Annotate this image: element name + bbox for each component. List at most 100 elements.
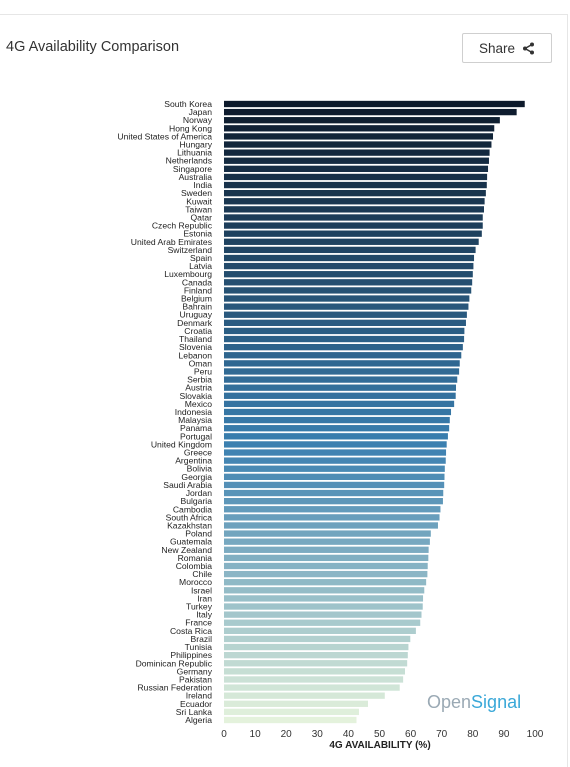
bar[interactable] — [224, 287, 472, 294]
category-label: Netherlands — [166, 156, 212, 166]
category-label: Germany — [177, 666, 213, 676]
bar[interactable] — [224, 514, 440, 521]
category-label: Dominican Republic — [136, 658, 213, 668]
category-label: Bahrain — [182, 302, 212, 312]
bar[interactable] — [224, 108, 517, 116]
bar[interactable] — [224, 392, 456, 399]
bar[interactable] — [224, 627, 416, 634]
bar[interactable] — [224, 400, 455, 408]
category-label: Lithuania — [177, 148, 212, 158]
bar[interactable] — [224, 408, 452, 416]
bar[interactable] — [224, 368, 460, 375]
category-label: Saudi Arabia — [163, 480, 212, 490]
bar[interactable] — [224, 652, 408, 659]
bar[interactable] — [224, 457, 446, 464]
bar[interactable] — [224, 181, 487, 189]
bar[interactable] — [224, 246, 476, 254]
bar[interactable] — [224, 295, 470, 302]
bar[interactable] — [224, 595, 424, 602]
category-label: United Kingdom — [151, 439, 212, 449]
bar[interactable] — [224, 587, 425, 594]
bar[interactable] — [224, 344, 463, 351]
bar[interactable] — [224, 554, 429, 562]
category-label: Taiwan — [185, 204, 212, 214]
bar[interactable] — [224, 660, 408, 667]
bar[interactable] — [224, 716, 357, 724]
category-label: Luxembourg — [164, 269, 212, 279]
bar[interactable] — [224, 238, 479, 245]
bar[interactable] — [224, 254, 475, 262]
bar[interactable] — [224, 311, 467, 318]
bar[interactable] — [224, 611, 422, 618]
bar[interactable] — [224, 619, 421, 626]
bar[interactable] — [224, 335, 465, 343]
bar[interactable] — [224, 117, 500, 124]
bar[interactable] — [224, 546, 429, 553]
bar[interactable] — [224, 190, 486, 197]
bar[interactable] — [224, 149, 490, 156]
bar[interactable] — [224, 125, 495, 132]
bar[interactable] — [224, 465, 445, 472]
bar[interactable] — [224, 165, 489, 172]
bar[interactable] — [224, 643, 409, 651]
bar[interactable] — [224, 506, 441, 513]
bar[interactable] — [224, 262, 474, 270]
bar[interactable] — [224, 635, 411, 643]
bar[interactable] — [224, 498, 443, 505]
category-label: Poland — [185, 529, 212, 539]
bar[interactable] — [224, 222, 483, 229]
bar[interactable] — [224, 708, 359, 716]
logo-part-signal: Signal — [471, 692, 521, 712]
bar[interactable] — [224, 668, 405, 675]
bar[interactable] — [224, 481, 445, 489]
category-label: Norway — [183, 115, 213, 125]
bar[interactable] — [224, 562, 428, 570]
bar[interactable] — [224, 676, 404, 683]
category-label: Ecuador — [180, 699, 212, 709]
bar[interactable] — [224, 416, 450, 424]
category-label: Croatia — [184, 326, 212, 336]
category-label: Spain — [190, 253, 212, 263]
bar[interactable] — [224, 538, 430, 545]
bar[interactable] — [224, 271, 473, 278]
bar[interactable] — [224, 230, 482, 237]
bar[interactable] — [224, 700, 368, 707]
bar[interactable] — [224, 579, 427, 586]
bar[interactable] — [224, 473, 445, 480]
bar[interactable] — [224, 441, 447, 448]
category-label: Denmark — [177, 318, 213, 328]
bar[interactable] — [224, 100, 525, 108]
bar[interactable] — [224, 425, 450, 432]
bar[interactable] — [224, 684, 400, 691]
x-tick-label: 100 — [527, 729, 544, 740]
logo-part-open: Open — [427, 692, 471, 712]
bar[interactable] — [224, 327, 465, 335]
category-label: Bulgaria — [180, 496, 212, 506]
bar[interactable] — [224, 692, 385, 699]
bar[interactable] — [224, 206, 484, 213]
bar[interactable] — [224, 319, 466, 326]
bar[interactable] — [224, 141, 492, 148]
bar[interactable] — [224, 433, 448, 440]
category-label: New Zealand — [161, 545, 212, 555]
category-label: Serbia — [187, 375, 212, 385]
bar[interactable] — [224, 352, 462, 359]
bar[interactable] — [224, 279, 473, 286]
bar[interactable] — [224, 530, 431, 537]
bar[interactable] — [224, 522, 438, 529]
bar[interactable] — [224, 376, 458, 383]
bar[interactable] — [224, 489, 444, 497]
bar[interactable] — [224, 133, 494, 140]
bar[interactable] — [224, 214, 483, 221]
bar[interactable] — [224, 303, 469, 310]
bar[interactable] — [224, 449, 447, 456]
bar[interactable] — [224, 198, 485, 205]
x-tick-label: 10 — [250, 729, 262, 740]
bar[interactable] — [224, 384, 457, 391]
bar[interactable] — [224, 360, 460, 367]
bar[interactable] — [224, 603, 423, 610]
bar[interactable] — [224, 157, 489, 164]
share-button[interactable]: Share — [462, 33, 552, 63]
bar[interactable] — [224, 570, 428, 578]
bar[interactable] — [224, 173, 488, 181]
